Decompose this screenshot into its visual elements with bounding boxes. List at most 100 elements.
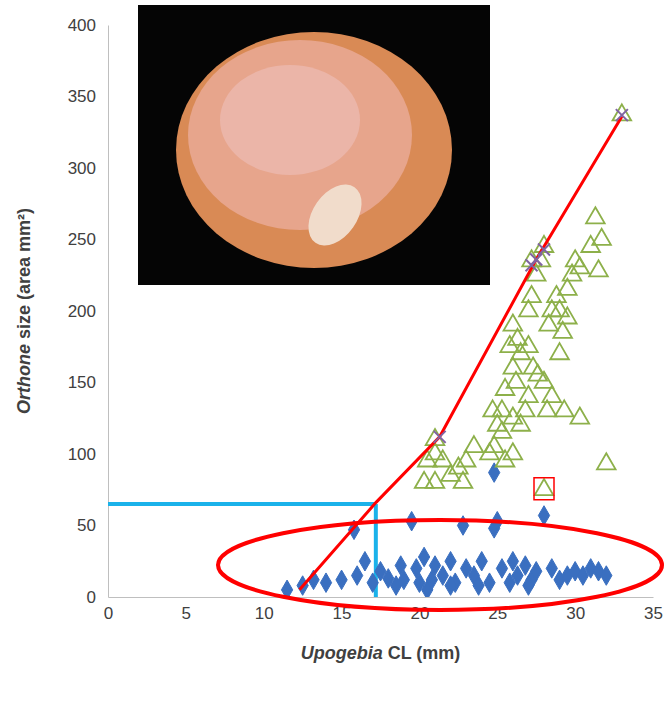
y-axis-line (108, 26, 109, 598)
y-tick: 100 (68, 445, 108, 464)
point-triangle (483, 400, 502, 416)
point-triangle (516, 400, 535, 416)
point-triangle (592, 229, 611, 245)
y-tick-label: 150 (68, 373, 96, 392)
point-triangle (480, 443, 499, 459)
point-triangle (504, 408, 523, 424)
point-diamond (336, 570, 347, 590)
point-triangle (538, 400, 557, 416)
point-triangle (454, 472, 473, 488)
highlight-box (534, 478, 554, 500)
point-diamond (507, 551, 518, 571)
point-diamond (445, 576, 456, 596)
x-tick: 10 (255, 597, 274, 623)
y-axis-title: Orthone size (area mm²) (14, 208, 34, 414)
y-axis: 0 50 100 150 200 250 300 350 400 (68, 16, 109, 607)
series-0 (281, 463, 611, 597)
y-tick: 200 (68, 302, 108, 321)
point-x (616, 109, 628, 121)
threshold-horizontal (108, 502, 376, 506)
point-diamond (546, 559, 557, 579)
point-triangle (571, 257, 590, 273)
y-tick-label: 300 (68, 159, 96, 178)
point-diamond (320, 573, 331, 593)
point-triangle (465, 436, 484, 452)
photo-animal-center (220, 65, 360, 175)
x-axis-title: Upogebia CL (mm) (301, 643, 461, 663)
point-diamond (426, 570, 437, 590)
y-tick: 0 (87, 588, 108, 607)
point-diamond (473, 576, 484, 596)
point-diamond (359, 551, 370, 571)
y-tick: 150 (68, 373, 108, 392)
chart: 05101520253035050100150200250300350400Up… (0, 0, 669, 703)
x-tick: 35 (644, 597, 663, 623)
photo-background (138, 5, 490, 285)
point-triangle (535, 372, 554, 388)
y-tick-label: 100 (68, 445, 96, 464)
x-axis-line (109, 597, 654, 598)
point-triangle (519, 336, 538, 352)
point-diamond (367, 573, 378, 593)
point-triangle (571, 408, 590, 424)
point-diamond (601, 566, 612, 586)
point-diamond (352, 566, 363, 586)
x-tick-label: 30 (566, 604, 585, 623)
point-triangle (496, 379, 515, 395)
point-diamond (496, 559, 507, 579)
y-tick-label: 0 (87, 588, 96, 607)
y-tick: 250 (68, 230, 108, 249)
point-triangle (547, 286, 566, 302)
x-tick: 5 (182, 597, 191, 623)
point-diamond (418, 547, 429, 567)
x-tick-label: 5 (182, 604, 191, 623)
point-diamond (281, 580, 292, 597)
x-tick-label: 35 (644, 604, 663, 623)
point-triangle (589, 260, 608, 276)
series-3 (434, 109, 628, 443)
y-tick: 350 (68, 87, 108, 106)
point-x (434, 431, 446, 443)
photo-animal-body (188, 40, 412, 230)
point-triangle (535, 479, 554, 495)
y-tick-label: 50 (77, 516, 96, 535)
y-tick-label: 200 (68, 302, 96, 321)
series-1 (415, 104, 631, 495)
photo-animal-shell (297, 175, 372, 256)
point-triangle (550, 343, 569, 359)
y-tick-label: 350 (68, 87, 96, 106)
point-triangle (522, 286, 541, 302)
point-diamond (538, 506, 549, 526)
y-tick: 400 (68, 16, 108, 35)
point-triangle (558, 307, 577, 323)
point-triangle (597, 453, 616, 469)
x-tick-label: 0 (104, 604, 113, 623)
x-tick: 15 (333, 597, 352, 623)
point-triangle (504, 443, 523, 459)
point-triangle (558, 279, 577, 295)
y-tick-label: 250 (68, 230, 96, 249)
x-tick-label: 10 (255, 604, 274, 623)
point-x (530, 254, 542, 266)
point-diamond (395, 556, 406, 576)
x-tick: 0 (104, 597, 113, 623)
photo-animal-rim (176, 32, 452, 268)
point-diamond (520, 556, 531, 576)
x-tick-label: 20 (410, 604, 429, 623)
point-triangle (581, 236, 600, 252)
point-triangle (542, 386, 561, 402)
point-diamond (523, 576, 534, 596)
photo-inset (138, 5, 490, 285)
point-diamond (531, 562, 542, 582)
emphasis-ellipse (218, 520, 662, 610)
point-triangle (493, 422, 512, 438)
y-tick: 50 (77, 516, 108, 535)
y-tick-label: 400 (68, 16, 96, 35)
point-x (538, 244, 550, 256)
point-diamond (445, 551, 456, 571)
point-triangle (586, 207, 605, 223)
point-diamond (484, 573, 495, 593)
point-diamond (476, 551, 487, 571)
y-tick: 300 (68, 159, 108, 178)
marks (281, 104, 631, 597)
